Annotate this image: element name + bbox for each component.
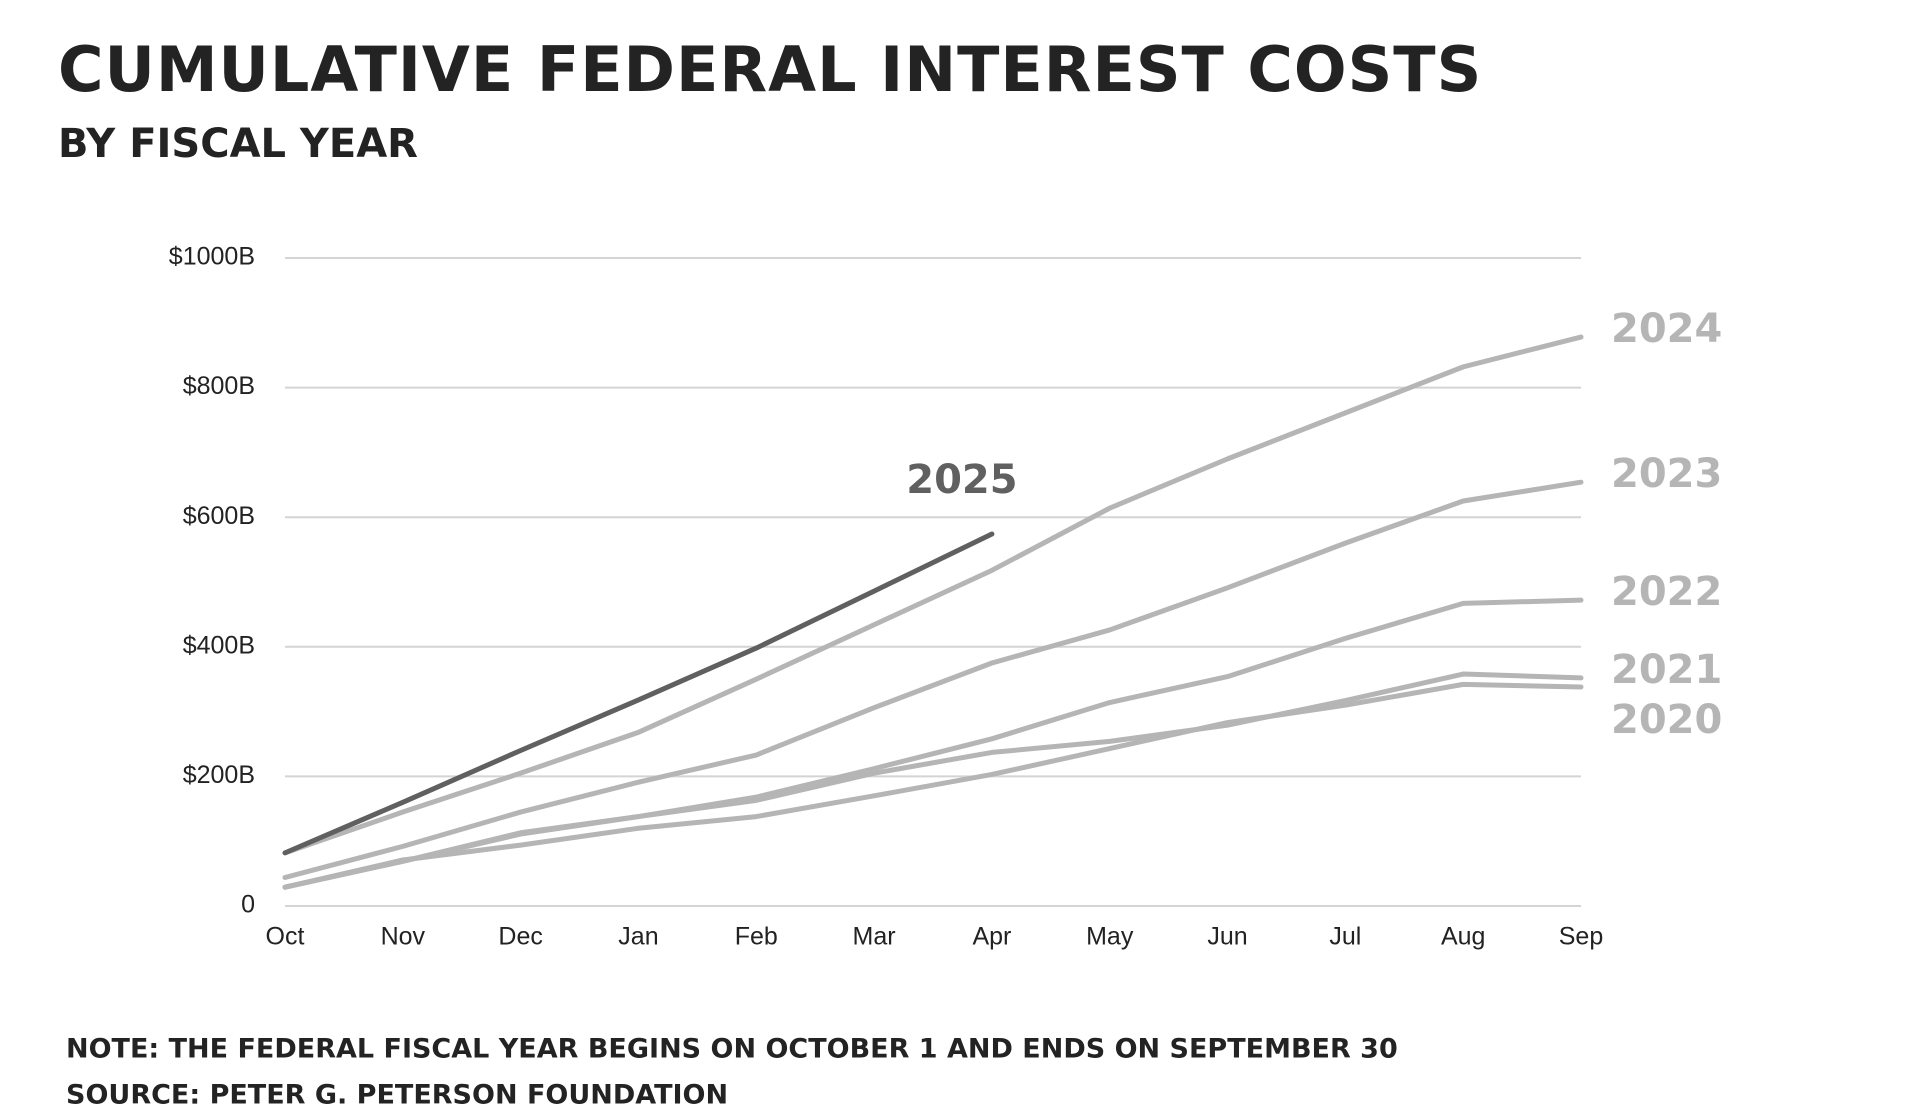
- y-tick-label: $400B: [183, 631, 255, 659]
- x-tick-label: Nov: [381, 923, 426, 951]
- series-label: 2022: [1611, 569, 1722, 615]
- x-tick-label: Mar: [853, 923, 896, 951]
- series-line: [282, 681, 1584, 890]
- series-line: [282, 597, 1584, 890]
- chart-title: CUMULATIVE FEDERAL INTEREST COSTS: [58, 33, 1482, 106]
- series-line: [282, 334, 1584, 856]
- y-tick-label: $600B: [183, 502, 255, 530]
- x-tick-label: Aug: [1441, 923, 1485, 951]
- note: NOTE: THE FEDERAL FISCAL YEAR BEGINS ON …: [66, 1034, 1398, 1065]
- x-tick-label: Jan: [618, 923, 658, 951]
- x-tick-label: Jul: [1329, 923, 1361, 951]
- series-label: 2023: [1611, 451, 1722, 497]
- x-tick-label: Feb: [735, 923, 778, 951]
- x-tick-label: Dec: [498, 923, 542, 951]
- x-tick-label: Apr: [972, 923, 1011, 951]
- x-tick-label: May: [1086, 923, 1134, 951]
- series-label: 2024: [1611, 306, 1722, 352]
- y-tick-label: $1000B: [169, 243, 255, 271]
- series-line: [282, 479, 1584, 880]
- x-tick-label: Jun: [1207, 923, 1247, 951]
- series-label: 2025: [906, 457, 1017, 503]
- series-label: 2020: [1611, 697, 1722, 743]
- source: SOURCE: PETER G. PETERSON FOUNDATION: [66, 1080, 728, 1111]
- series-line: [282, 671, 1584, 890]
- series-line: [282, 531, 995, 856]
- y-tick-label: $800B: [183, 372, 255, 400]
- x-tick-label: Oct: [266, 923, 305, 951]
- x-tick-label: Sep: [1559, 923, 1603, 951]
- y-tick-label: $200B: [183, 761, 255, 789]
- chart-subtitle: BY FISCAL YEAR: [58, 121, 418, 167]
- y-tick-label: 0: [241, 891, 255, 919]
- series-label: 2021: [1611, 647, 1722, 693]
